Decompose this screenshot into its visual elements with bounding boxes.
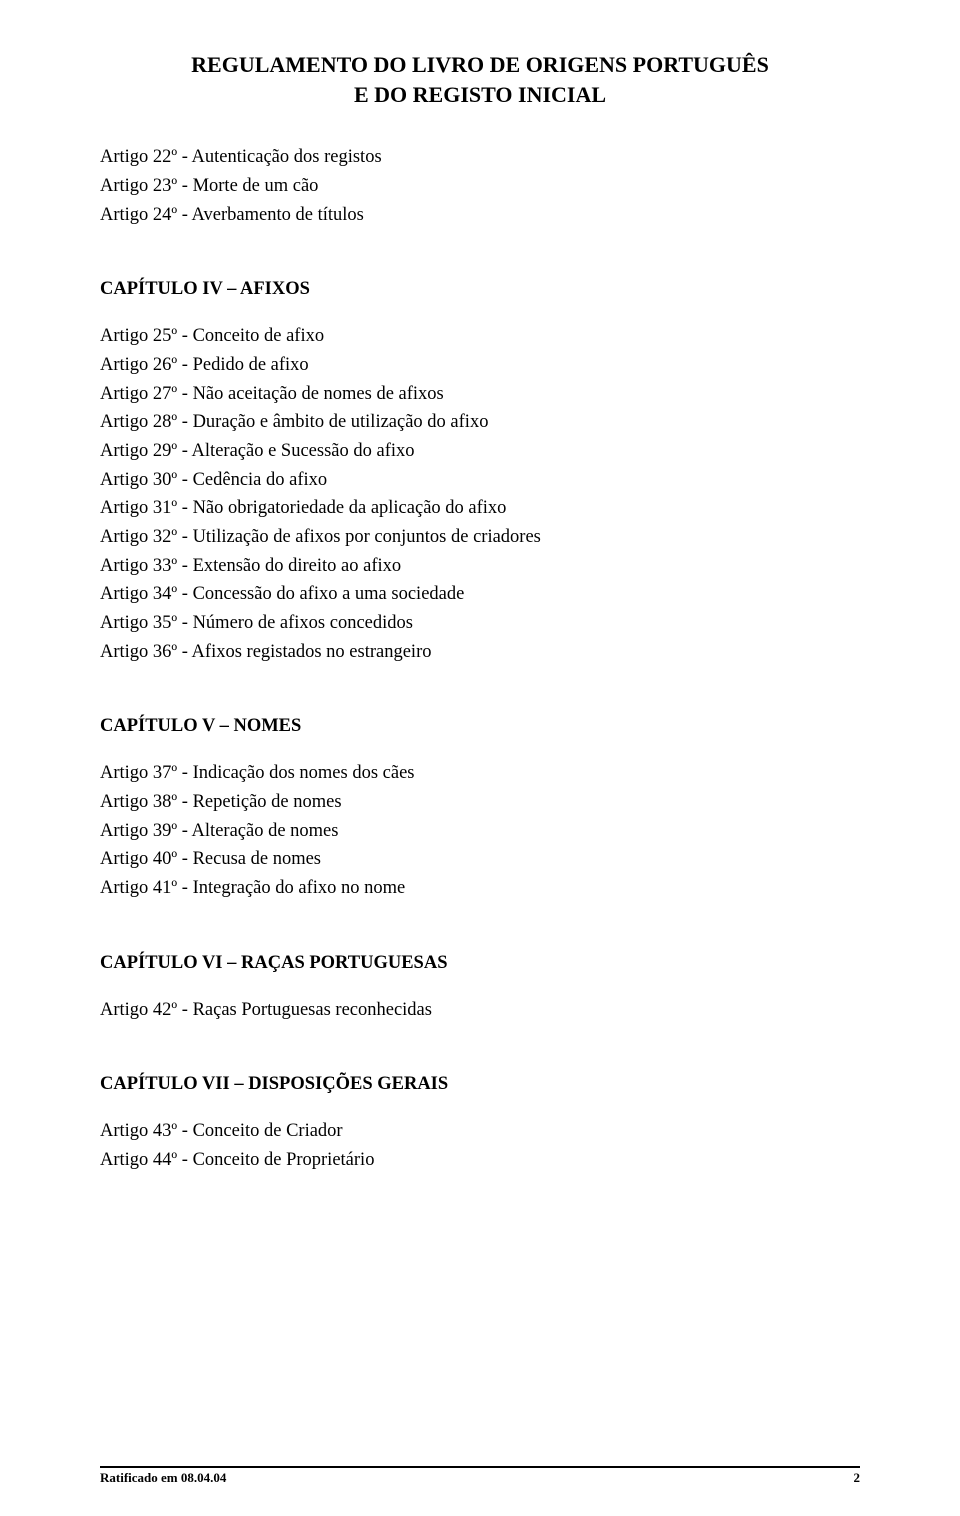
article-item: Artigo 30º - Cedência do afixo: [100, 466, 860, 495]
chapter-heading: CAPÍTULO VII – DISPOSIÇÕES GERAIS: [100, 1074, 860, 1095]
chapter-5-list: Artigo 37º - Indicação dos nomes dos cãe…: [100, 759, 860, 902]
article-item: Artigo 24º - Averbamento de títulos: [100, 201, 860, 230]
chapter-6-block: CAPÍTULO VI – RAÇAS PORTUGUESAS Artigo 4…: [100, 953, 860, 1025]
article-item: Artigo 37º - Indicação dos nomes dos cãe…: [100, 759, 860, 788]
chapter-4-list: Artigo 25º - Conceito de afixo Artigo 26…: [100, 322, 860, 666]
article-item: Artigo 42º - Raças Portuguesas reconheci…: [100, 996, 860, 1025]
article-item: Artigo 32º - Utilização de afixos por co…: [100, 523, 860, 552]
article-item: Artigo 39º - Alteração de nomes: [100, 817, 860, 846]
article-item: Artigo 22º - Autenticação dos registos: [100, 143, 860, 172]
top-article-list: Artigo 22º - Autenticação dos registos A…: [100, 143, 860, 229]
article-item: Artigo 28º - Duração e âmbito de utiliza…: [100, 408, 860, 437]
article-item: Artigo 27º - Não aceitação de nomes de a…: [100, 380, 860, 409]
article-item: Artigo 26º - Pedido de afixo: [100, 351, 860, 380]
article-item: Artigo 34º - Concessão do afixo a uma so…: [100, 580, 860, 609]
title-line-2: E DO REGISTO INICIAL: [100, 80, 860, 110]
article-item: Artigo 41º - Integração do afixo no nome: [100, 874, 860, 903]
chapter-heading: CAPÍTULO VI – RAÇAS PORTUGUESAS: [100, 953, 860, 974]
chapter-heading: CAPÍTULO IV – AFIXOS: [100, 279, 860, 300]
article-item: Artigo 35º - Número de afixos concedidos: [100, 609, 860, 638]
title-line-1: REGULAMENTO DO LIVRO DE ORIGENS PORTUGUÊ…: [100, 50, 860, 80]
document-title: REGULAMENTO DO LIVRO DE ORIGENS PORTUGUÊ…: [100, 50, 860, 109]
chapter-7-block: CAPÍTULO VII – DISPOSIÇÕES GERAIS Artigo…: [100, 1074, 860, 1174]
chapter-heading: CAPÍTULO V – NOMES: [100, 716, 860, 737]
article-item: Artigo 36º - Afixos registados no estran…: [100, 638, 860, 667]
article-item: Artigo 33º - Extensão do direito ao afix…: [100, 552, 860, 581]
article-item: Artigo 23º - Morte de um cão: [100, 172, 860, 201]
chapter-5-block: CAPÍTULO V – NOMES Artigo 37º - Indicaçã…: [100, 716, 860, 902]
article-item: Artigo 38º - Repetição de nomes: [100, 788, 860, 817]
footer-left-text: Ratificado em 08.04.04: [100, 1470, 226, 1486]
document-page: REGULAMENTO DO LIVRO DE ORIGENS PORTUGUÊ…: [0, 0, 960, 1516]
chapter-4-block: CAPÍTULO IV – AFIXOS Artigo 25º - Concei…: [100, 279, 860, 666]
footer-page-number: 2: [854, 1470, 861, 1486]
page-footer: Ratificado em 08.04.04 2: [100, 1466, 860, 1486]
article-item: Artigo 25º - Conceito de afixo: [100, 322, 860, 351]
article-item: Artigo 31º - Não obrigatoriedade da apli…: [100, 494, 860, 523]
article-item: Artigo 29º - Alteração e Sucessão do afi…: [100, 437, 860, 466]
article-item: Artigo 44º - Conceito de Proprietário: [100, 1146, 860, 1175]
article-item: Artigo 43º - Conceito de Criador: [100, 1117, 860, 1146]
chapter-6-list: Artigo 42º - Raças Portuguesas reconheci…: [100, 996, 860, 1025]
chapter-7-list: Artigo 43º - Conceito de Criador Artigo …: [100, 1117, 860, 1174]
article-item: Artigo 40º - Recusa de nomes: [100, 845, 860, 874]
